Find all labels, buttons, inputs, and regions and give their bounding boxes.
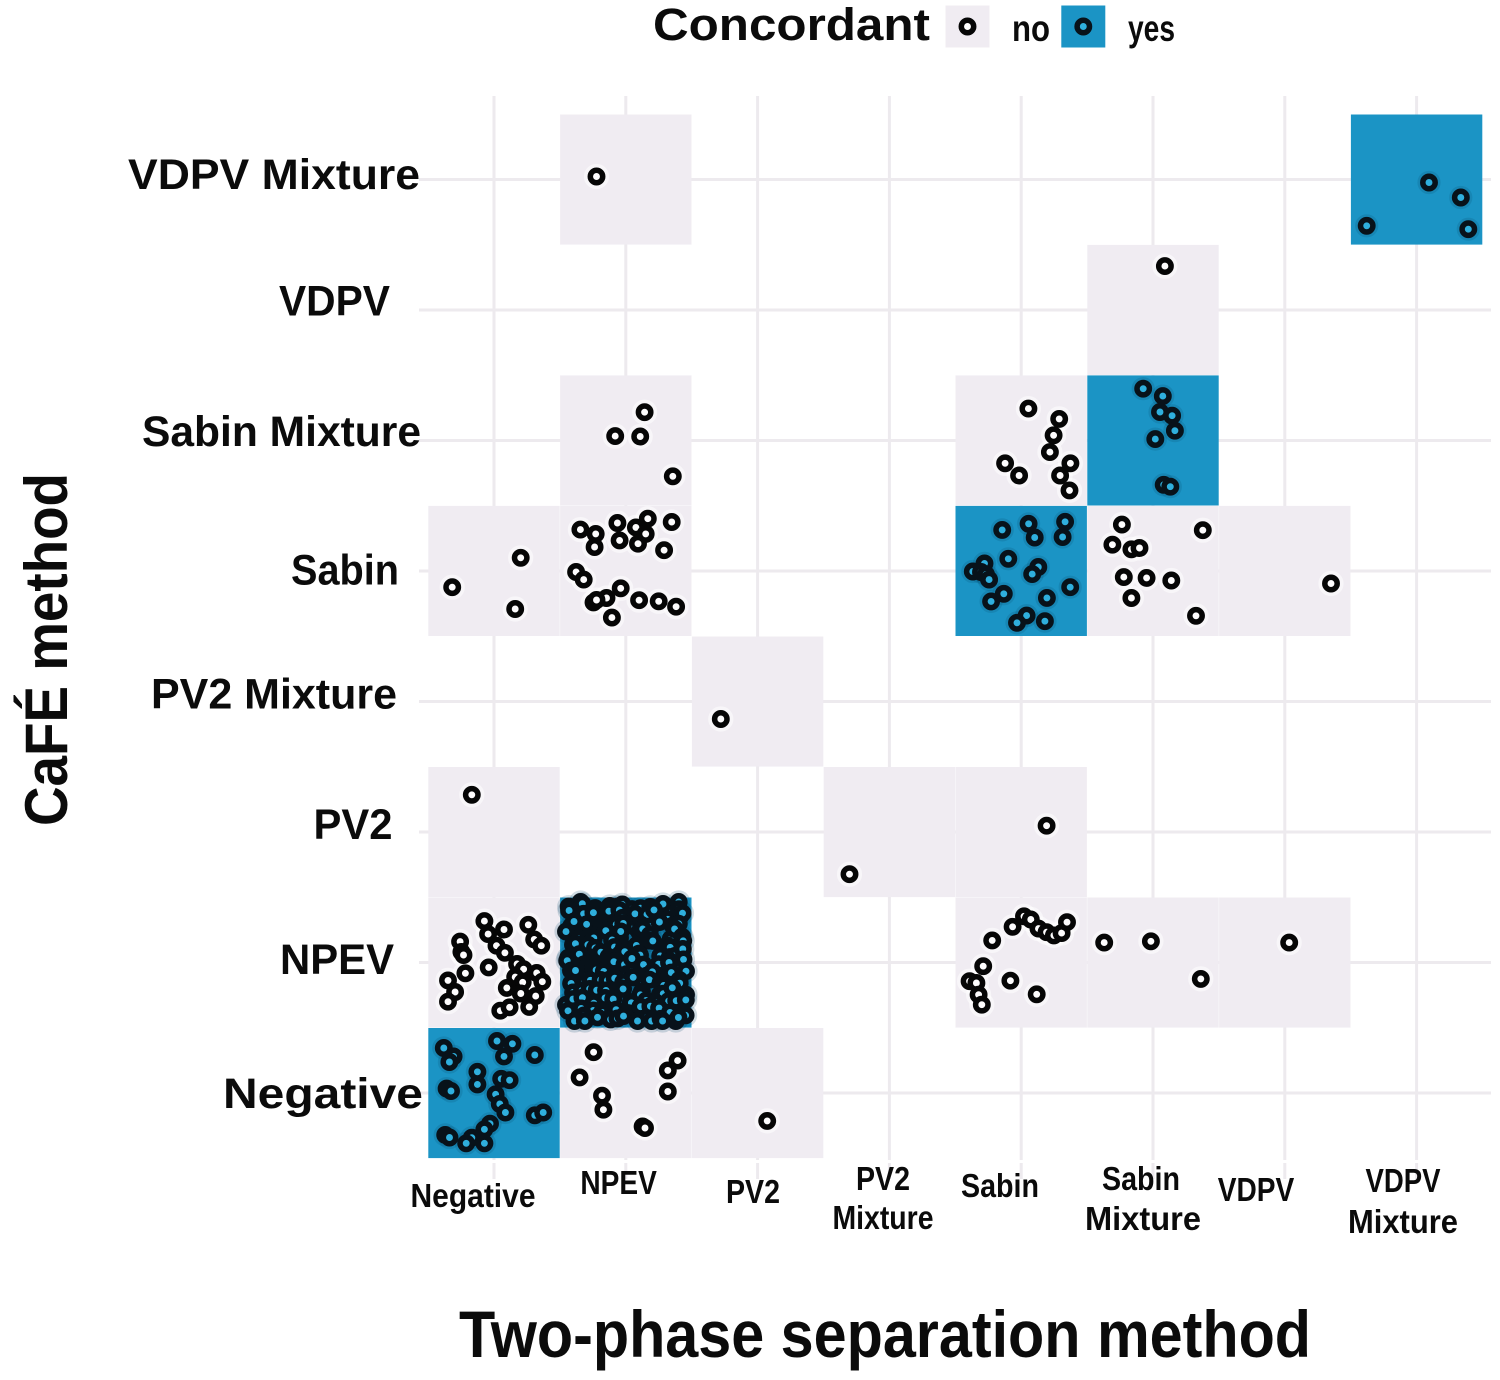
svg-text:VDPV: VDPV — [1366, 1162, 1441, 1199]
svg-text:VDPV: VDPV — [279, 278, 390, 326]
svg-text:Negative: Negative — [223, 1070, 423, 1118]
svg-text:Mixture: Mixture — [1085, 1200, 1201, 1237]
svg-text:yes: yes — [1128, 8, 1175, 49]
svg-text:Concordant: Concordant — [653, 0, 930, 50]
svg-text:Sabin: Sabin — [961, 1167, 1039, 1204]
svg-text:Mixture: Mixture — [1348, 1203, 1458, 1240]
svg-text:no: no — [1012, 8, 1050, 49]
svg-text:Sabin Mixture: Sabin Mixture — [142, 408, 421, 456]
svg-text:CaFÉ method: CaFÉ method — [13, 473, 80, 826]
svg-text:Two-phase separation method: Two-phase separation method — [459, 1297, 1311, 1371]
svg-text:VDPV: VDPV — [1218, 1171, 1295, 1208]
svg-text:Mixture: Mixture — [833, 1199, 934, 1236]
svg-text:Sabin: Sabin — [291, 546, 399, 594]
svg-text:Negative: Negative — [411, 1177, 536, 1214]
svg-text:NPEV: NPEV — [580, 1164, 657, 1201]
svg-text:PV2 Mixture: PV2 Mixture — [151, 671, 397, 719]
svg-text:NPEV: NPEV — [280, 936, 394, 984]
svg-text:PV2: PV2 — [314, 801, 393, 849]
svg-text:Sabin: Sabin — [1102, 1160, 1180, 1197]
svg-text:PV2: PV2 — [726, 1173, 780, 1210]
svg-text:PV2: PV2 — [856, 1160, 910, 1197]
svg-text:VDPV Mixture: VDPV Mixture — [128, 151, 420, 199]
